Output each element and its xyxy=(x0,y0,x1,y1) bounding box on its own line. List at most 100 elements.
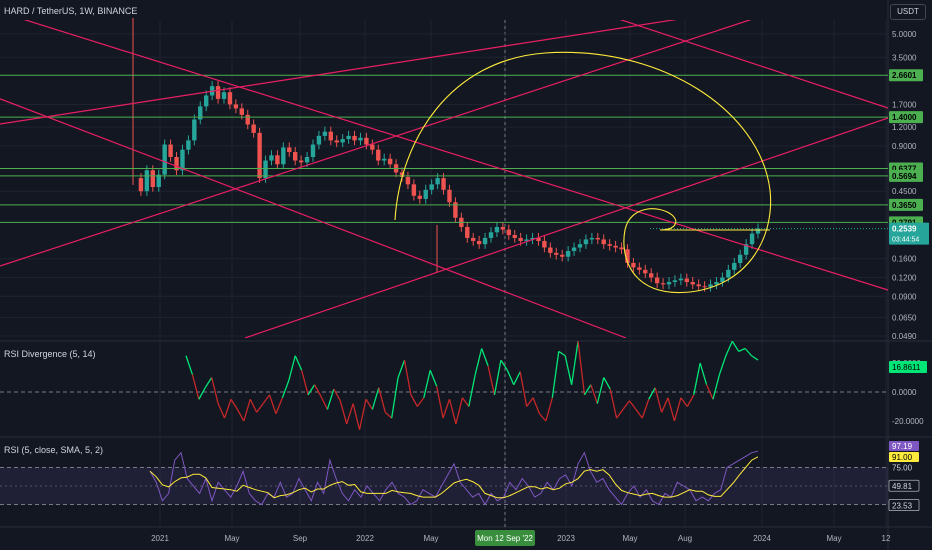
rsi-value-label: 97.19 xyxy=(892,442,913,451)
currency-button[interactable]: USDT xyxy=(890,4,926,20)
div-line-segment xyxy=(198,387,206,400)
div-line-segment xyxy=(686,394,695,407)
candle-body xyxy=(654,277,660,284)
candle-body xyxy=(714,282,719,285)
div-line-segment xyxy=(301,370,309,396)
candle-body xyxy=(743,244,749,255)
level-label-bg xyxy=(889,198,923,211)
symbol-title: HARD / TetherUS, 1W, BINANCE xyxy=(4,6,138,16)
div-line-segment xyxy=(378,387,386,413)
div-line-segment xyxy=(416,397,425,407)
candle-body xyxy=(441,178,446,190)
candle-body xyxy=(453,202,458,218)
candle-body xyxy=(726,269,731,278)
div-line-segment xyxy=(365,398,373,410)
candle-body xyxy=(684,278,689,283)
div-line-segment xyxy=(448,399,457,425)
candle-body xyxy=(613,245,618,248)
candle-body xyxy=(447,189,452,203)
candle-body xyxy=(411,184,417,196)
div-line-segment xyxy=(738,347,746,352)
level-label: 0.5694 xyxy=(892,172,917,181)
x-tick-label: May xyxy=(224,534,239,543)
trend-line xyxy=(619,20,888,109)
candle-body xyxy=(423,189,428,199)
candle-body xyxy=(156,174,161,188)
rsi-value-label-bg xyxy=(889,441,919,451)
y-tick-label: 0.4500 xyxy=(892,187,917,196)
y-tick-label: 1.7000 xyxy=(892,100,917,109)
div-line-segment xyxy=(667,397,676,422)
candle-body xyxy=(245,114,250,125)
candle-body xyxy=(346,135,351,140)
candle-body xyxy=(631,262,636,268)
candle-body xyxy=(405,176,411,185)
candle-body xyxy=(500,227,506,230)
div-line-segment xyxy=(532,397,541,414)
rsi-tick-box xyxy=(888,479,920,492)
div-line-segment xyxy=(616,409,624,419)
trend-line xyxy=(244,117,888,338)
div-line-segment xyxy=(551,351,560,398)
candle-body xyxy=(221,92,227,99)
candle-body xyxy=(328,131,333,141)
candle-body xyxy=(251,124,256,133)
div-line-segment xyxy=(243,399,251,422)
div-line-segment xyxy=(346,403,354,425)
candle-body xyxy=(506,229,511,236)
candle-body xyxy=(298,160,304,163)
div-line-segment xyxy=(455,397,463,425)
candle-body xyxy=(304,157,310,163)
candle-body xyxy=(144,170,150,192)
div-line-segment xyxy=(461,397,470,407)
div-line-segment xyxy=(635,409,643,419)
candle-body xyxy=(358,137,363,141)
div-line-segment xyxy=(519,371,528,407)
candle-body xyxy=(429,184,434,190)
candle-body xyxy=(577,244,583,248)
candle-body xyxy=(215,86,221,99)
candle-body xyxy=(465,227,470,238)
div-line-segment xyxy=(699,362,708,385)
candle-body xyxy=(417,195,422,199)
x-tick-label: May xyxy=(826,534,841,543)
candle-body xyxy=(471,237,476,241)
candle-body xyxy=(174,157,179,171)
fib-spiral xyxy=(394,51,772,294)
div-line-segment xyxy=(590,384,598,404)
candle-body xyxy=(293,152,298,161)
candle-body xyxy=(637,267,642,270)
candle-body xyxy=(257,132,262,179)
candle-body xyxy=(702,286,707,288)
div-line-segment xyxy=(281,380,290,399)
candle-body xyxy=(571,247,577,252)
candle-body xyxy=(672,280,678,283)
div-value-label-bg xyxy=(889,361,927,373)
div-line-segment xyxy=(558,350,566,357)
div-line-segment xyxy=(442,399,451,419)
div-line-segment xyxy=(474,348,483,375)
candle-body xyxy=(595,237,600,240)
candle-body xyxy=(275,155,280,165)
div-line-segment xyxy=(673,397,682,422)
candle-body xyxy=(204,95,209,107)
candle-body xyxy=(708,284,713,287)
candle-body xyxy=(435,178,440,185)
div-line-segment xyxy=(191,374,200,400)
candle-body xyxy=(720,277,725,283)
level-label-bg xyxy=(889,111,923,124)
div-line-segment xyxy=(661,397,669,413)
div-line-segment xyxy=(275,397,284,414)
y-tick-label: 0.9000 xyxy=(892,142,917,151)
div-line-segment xyxy=(326,388,335,410)
div-line-segment xyxy=(577,341,586,395)
y-tick-label: 3.5000 xyxy=(892,53,917,62)
candle-body xyxy=(601,239,606,245)
rsi-title: RSI (5, close, SMA, 5, 2) xyxy=(4,445,104,455)
div-line-segment xyxy=(545,397,553,422)
candle-body xyxy=(666,282,672,285)
rsi-line xyxy=(149,450,759,506)
div-line-segment xyxy=(249,398,258,413)
candle-body xyxy=(370,144,375,150)
